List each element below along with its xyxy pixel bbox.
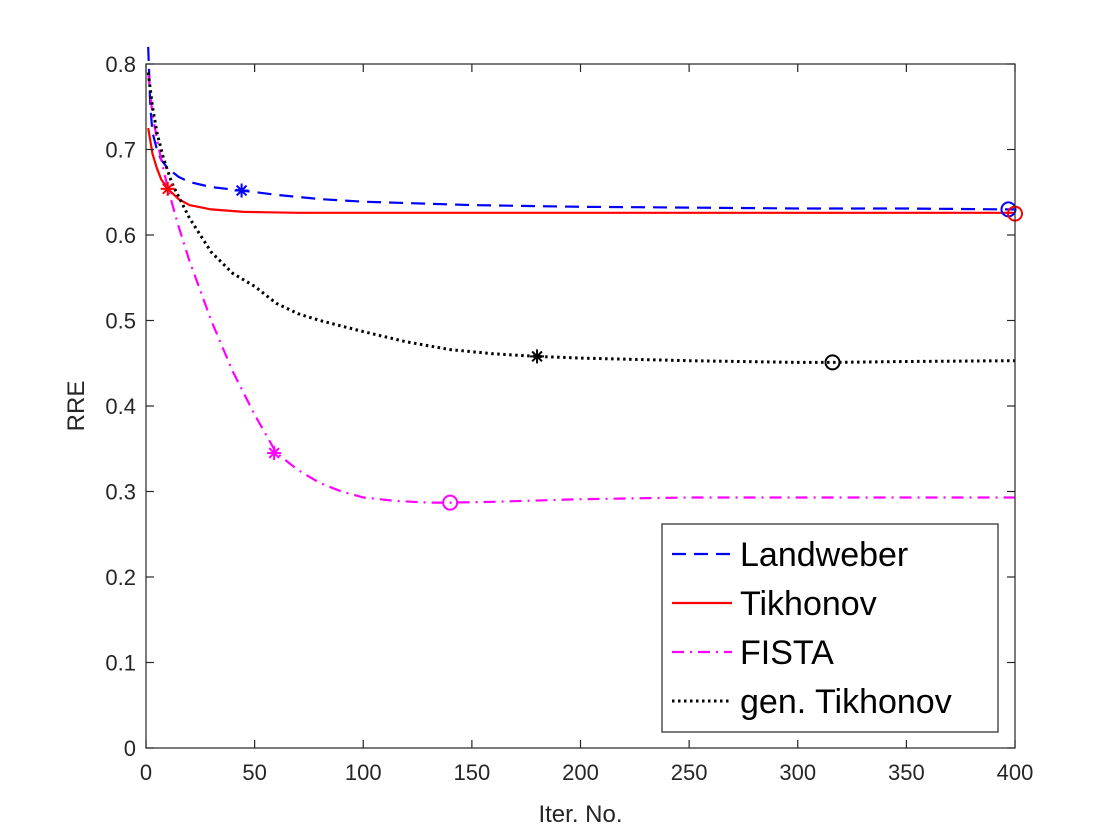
y-tick-label: 0.1 — [105, 651, 136, 676]
x-axis-title: Iter. No. — [538, 801, 622, 828]
series-line-tikhonov — [147, 127, 1015, 214]
x-tick-label: 200 — [562, 760, 599, 785]
legend-label-tikhonov: Tikhonov — [740, 585, 877, 623]
star-marker-tikhonov — [160, 181, 175, 196]
series-line-gen-tikhonov — [146, 72, 1016, 364]
series-line-landweber — [147, 46, 1015, 211]
series-line-fista — [147, 72, 1015, 504]
x-tick-label: 250 — [671, 760, 708, 785]
legend-label-gen-tikhonov: gen. Tikhonov — [740, 683, 952, 721]
x-tick-label: 0 — [140, 760, 152, 785]
legend: Landweber Tikhonov FISTA gen. Tikhonov — [661, 523, 999, 733]
x-tick-label: 50 — [242, 760, 266, 785]
y-tick-label: 0.2 — [105, 565, 136, 590]
y-axis-title: RRE — [63, 381, 90, 432]
circle-marker-fista — [442, 494, 459, 511]
y-tick-label: 0.5 — [105, 309, 136, 334]
series-layer — [146, 46, 1016, 504]
legend-label-fista: FISTA — [740, 634, 834, 672]
y-tick-label: 0.6 — [105, 223, 136, 248]
tick-layer: 0 50 100 150 200 250 300 350 400 0 0.1 0.2 0.3 0.4 0.5… — [105, 52, 1033, 785]
star-marker-gen-tikhonov — [530, 349, 545, 364]
x-tick-label: 350 — [888, 760, 925, 785]
star-marker-fista — [267, 446, 282, 461]
x-tick-label: 100 — [345, 760, 382, 785]
x-tick-label: 150 — [454, 760, 491, 785]
legend-box — [661, 523, 999, 733]
x-tick-label: 400 — [997, 760, 1034, 785]
y-tick-label: 0 — [124, 736, 136, 761]
y-tick-label: 0.7 — [105, 138, 136, 163]
y-tick-label: 0.4 — [105, 394, 136, 419]
circle-marker-gen-tikhonov — [824, 354, 841, 371]
legend-label-landweber: Landweber — [740, 536, 908, 574]
y-tick-label: 0.8 — [105, 52, 136, 77]
y-tick-label: 0.3 — [105, 480, 136, 505]
star-marker-landweber — [234, 183, 249, 198]
x-tick-label: 300 — [779, 760, 816, 785]
